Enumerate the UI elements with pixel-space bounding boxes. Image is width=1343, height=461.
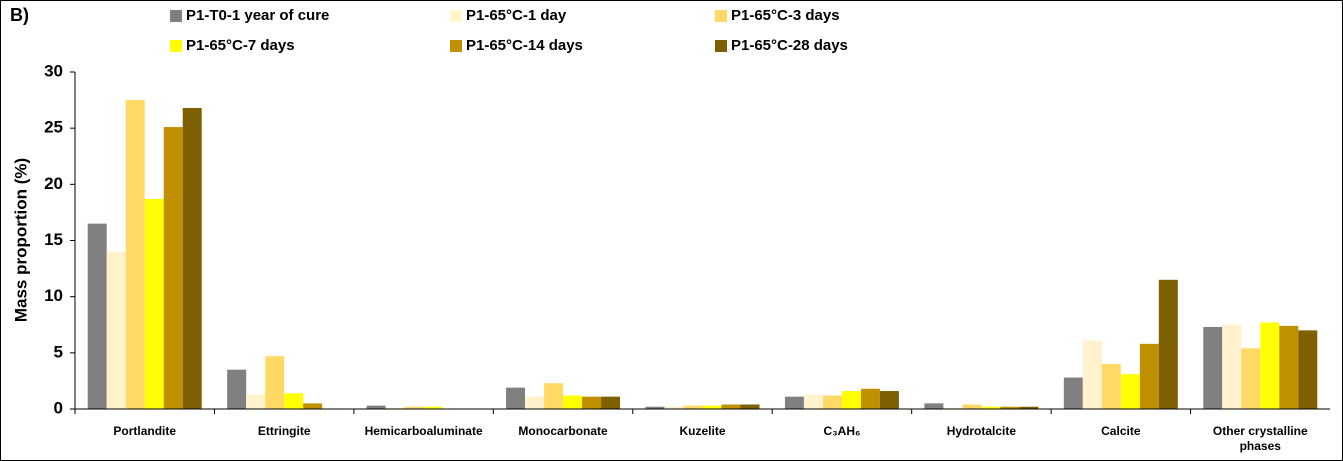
bar <box>1082 340 1102 409</box>
bar <box>404 406 424 409</box>
x-tick-label: Portlandite <box>113 424 176 438</box>
x-tick-label: Hemicarboaluminate <box>365 424 483 438</box>
y-tick-label: 0 <box>54 398 63 417</box>
legend-label: P1-65°C-1 day <box>466 7 567 24</box>
panel-label: B) <box>10 5 29 25</box>
legend-swatch <box>715 40 727 52</box>
bar <box>721 404 741 409</box>
bar <box>601 396 621 409</box>
y-tick-label: 20 <box>44 174 63 193</box>
bar <box>1203 326 1223 409</box>
bar <box>284 393 304 409</box>
bar <box>784 396 804 409</box>
bar <box>841 391 861 409</box>
bar <box>246 394 266 409</box>
bar <box>366 405 386 409</box>
bar <box>525 396 545 409</box>
legend-swatch <box>170 10 182 22</box>
x-tick-label: Calcite <box>1101 424 1141 438</box>
bar <box>924 403 944 409</box>
bar <box>1000 406 1020 409</box>
bar <box>740 404 760 409</box>
bar <box>879 391 899 409</box>
bar <box>1101 364 1121 409</box>
bar <box>683 405 703 409</box>
legend-label: P1-65°C-28 days <box>731 37 848 54</box>
bar <box>144 198 164 409</box>
y-tick-label: 25 <box>44 118 63 137</box>
legend-swatch <box>170 40 182 52</box>
bar <box>544 383 564 409</box>
bar <box>303 403 323 409</box>
x-tick-label: Kuzelite <box>679 424 725 438</box>
bar <box>1260 322 1280 409</box>
legend-label: P1-65°C-7 days <box>186 37 295 54</box>
bar <box>125 100 145 409</box>
bar <box>106 251 126 409</box>
bar <box>1158 279 1178 409</box>
bar <box>506 387 526 409</box>
bar <box>182 107 202 410</box>
x-tick-label: Hydrotalcite <box>947 424 1017 438</box>
bar <box>702 405 722 409</box>
bar <box>385 407 405 409</box>
bar <box>803 394 823 409</box>
bar <box>860 388 880 409</box>
bar <box>265 356 285 409</box>
x-tick-label: C₃AH₆ <box>823 424 860 438</box>
bar <box>423 406 443 409</box>
legend-swatch <box>715 10 727 22</box>
bar <box>645 406 665 409</box>
bar <box>1139 343 1159 409</box>
legend-label: P1-65°C-3 days <box>731 7 840 24</box>
bar <box>1063 377 1083 409</box>
y-tick-label: 10 <box>44 286 63 305</box>
y-tick-label: 15 <box>44 230 63 249</box>
bar <box>822 395 842 409</box>
y-axis-label: Mass proportion (%) <box>11 158 30 322</box>
y-tick-label: 30 <box>44 61 63 80</box>
bar <box>664 406 684 409</box>
legend-label: P1-65°C-14 days <box>466 37 583 54</box>
bar <box>962 404 982 409</box>
bar <box>1279 325 1299 409</box>
bar <box>582 396 602 409</box>
bar <box>943 407 963 409</box>
bar <box>1222 324 1242 409</box>
legend-swatch <box>450 40 462 52</box>
bar <box>563 395 583 409</box>
bar <box>1298 330 1318 409</box>
bar <box>87 223 107 409</box>
legend-swatch <box>450 10 462 22</box>
bar <box>163 127 183 409</box>
x-tick-label: Other crystalline phases <box>1213 424 1308 453</box>
bar <box>981 406 1001 409</box>
bar <box>1241 348 1261 409</box>
bar <box>1120 374 1140 409</box>
bar <box>1019 406 1039 409</box>
legend-label: P1-T0-1 year of cure <box>186 7 329 24</box>
x-tick-label: Ettringite <box>258 424 311 438</box>
y-tick-label: 5 <box>54 342 63 361</box>
x-tick-label: Monocarbonate <box>518 424 608 438</box>
bar <box>227 369 247 409</box>
